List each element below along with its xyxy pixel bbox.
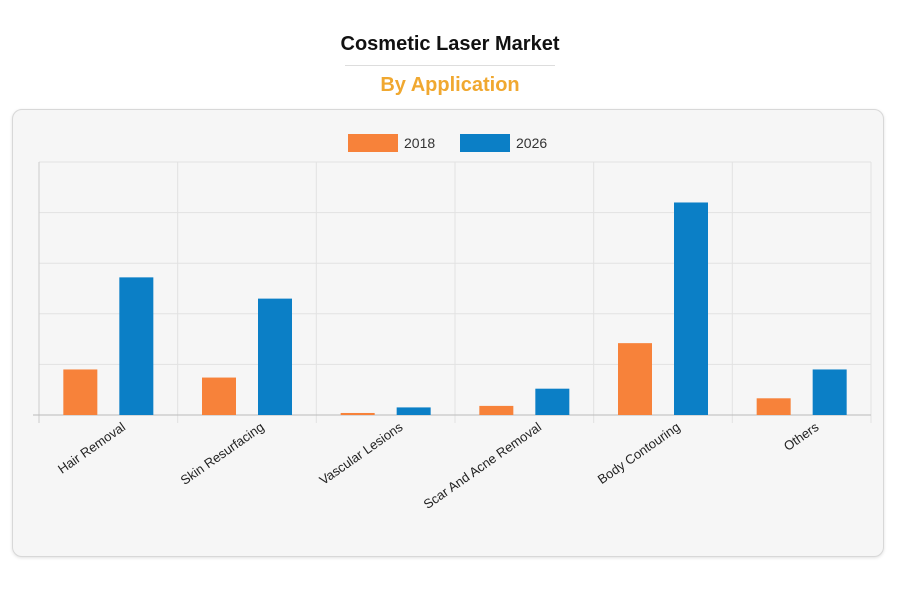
title-divider — [345, 65, 555, 66]
bar-2018-0 — [63, 369, 98, 415]
bar-2018-2 — [340, 412, 375, 415]
x-tick-label: Scar And Acne Removal — [421, 419, 545, 512]
chart-title: Cosmetic Laser Market — [340, 33, 560, 55]
legend-label: 2026 — [516, 135, 547, 151]
bar-2018-5 — [756, 398, 791, 415]
x-tick-label: Skin Resurfacing — [178, 419, 267, 488]
bar-2026-1 — [258, 298, 292, 415]
x-tick-label: Body Contouring — [595, 419, 683, 487]
bar-2026-0 — [119, 277, 154, 415]
bar-2018-1 — [202, 377, 236, 415]
bar-2018-4 — [618, 343, 652, 415]
x-tick-label: Vascular Lesions — [316, 419, 405, 488]
bar-2026-2 — [396, 407, 431, 415]
legend-swatch — [348, 134, 398, 152]
x-tick-label: Hair Removal — [55, 419, 128, 477]
legend-label: 2018 — [404, 135, 435, 151]
bar-2026-5 — [812, 369, 847, 415]
legend-swatch — [460, 134, 510, 152]
bar-2026-3 — [535, 388, 570, 415]
chart-subtitle: By Application — [380, 74, 520, 96]
bar-chart: Hair Removal Skin Resurfacing Vascular Les… — [33, 134, 872, 512]
bar-2026-4 — [674, 202, 708, 415]
x-tick-label: Others — [781, 419, 822, 454]
bar-2018-3 — [479, 405, 514, 415]
chart-card: Hair Removal Skin Resurfacing Vascular Les… — [12, 109, 884, 557]
